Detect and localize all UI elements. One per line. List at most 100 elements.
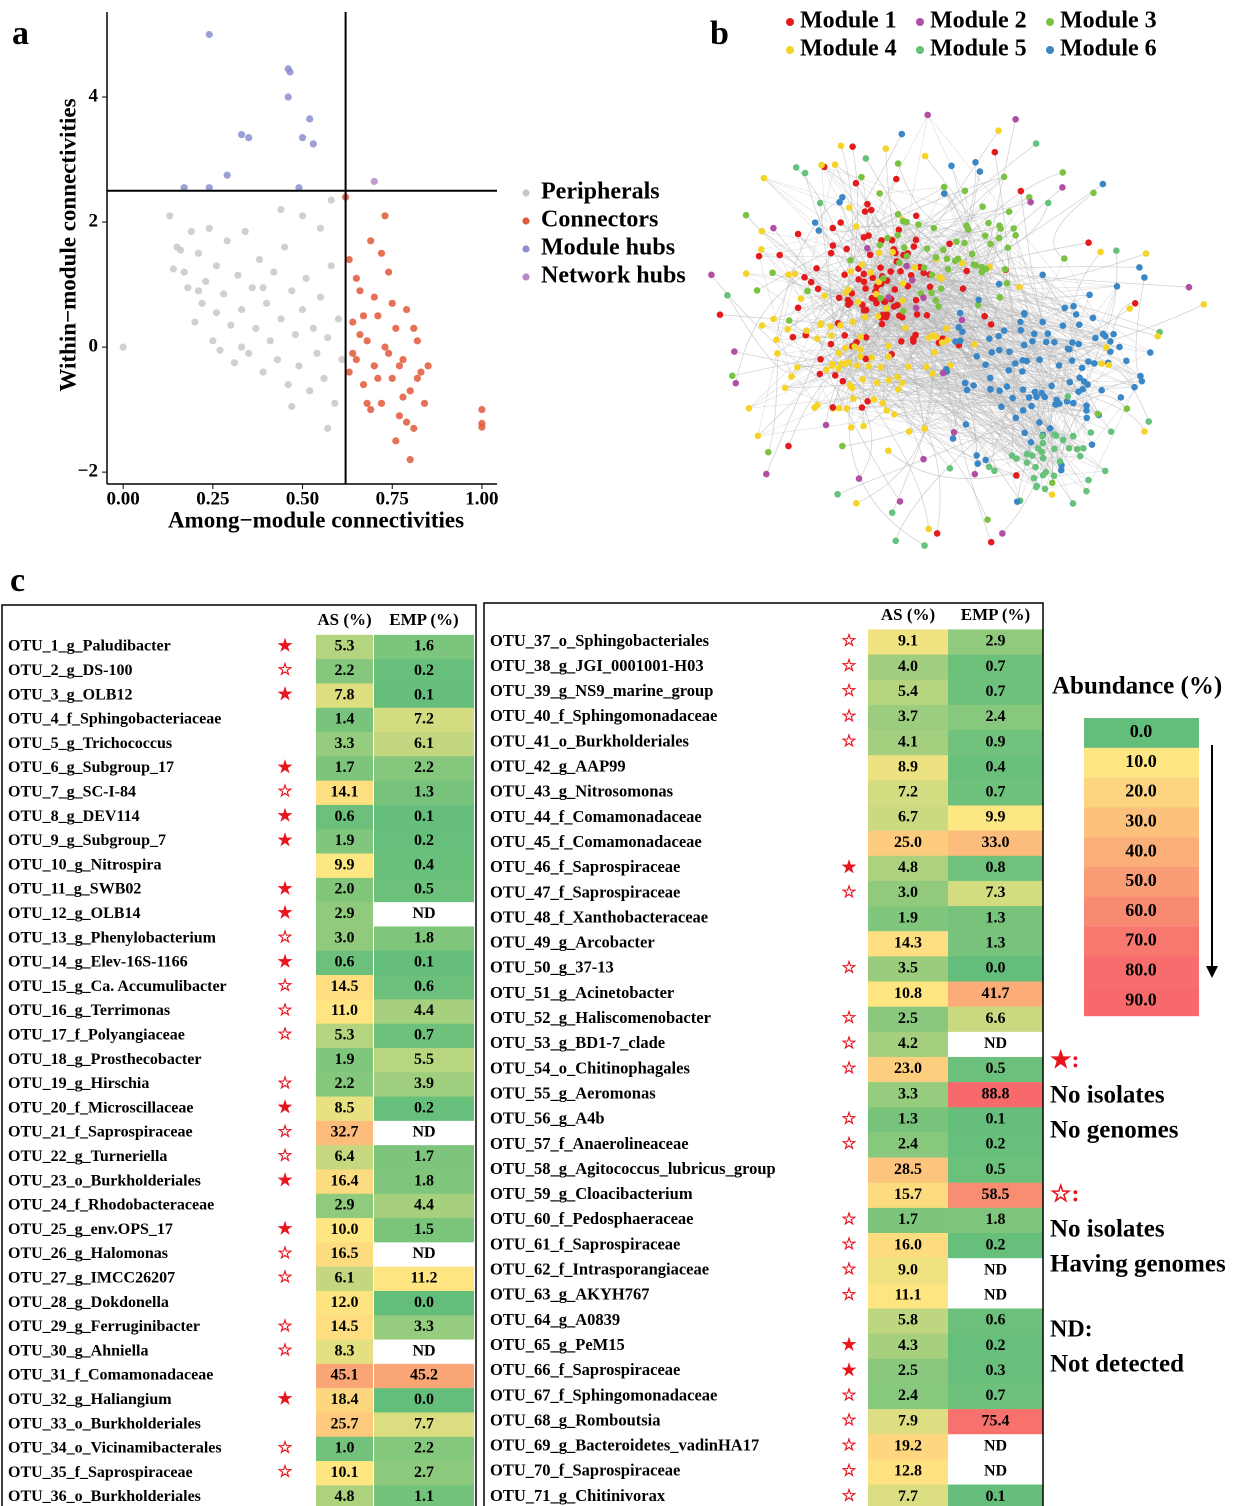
otu-name: OTU_63_g_AKYH767 bbox=[490, 1285, 650, 1304]
star: ☆ bbox=[841, 681, 857, 700]
network-edge bbox=[831, 335, 1074, 437]
network-edge bbox=[727, 295, 798, 373]
legend-marker bbox=[786, 46, 794, 54]
network-edge bbox=[757, 396, 1045, 437]
heat-cell bbox=[868, 1132, 948, 1158]
cell-value: 2.4 bbox=[986, 708, 1006, 725]
heat-cell bbox=[948, 1182, 1043, 1209]
legend-label: Module hubs bbox=[541, 235, 675, 261]
network-node bbox=[1072, 311, 1080, 318]
network-node bbox=[920, 455, 927, 463]
scatter-point bbox=[356, 287, 364, 295]
network-node bbox=[1126, 305, 1134, 312]
otu-name: OTU_47_f_Saprospiraceae bbox=[490, 882, 680, 901]
network-edge bbox=[1002, 341, 1053, 534]
network-node bbox=[708, 271, 715, 279]
network-node bbox=[929, 331, 937, 339]
network-node bbox=[987, 321, 995, 328]
heat-cell bbox=[316, 1388, 373, 1413]
network-node bbox=[1051, 338, 1058, 346]
scatter-point bbox=[284, 380, 292, 389]
cell-value: 0.8 bbox=[986, 859, 1006, 876]
cell-value: 5.5 bbox=[414, 1051, 434, 1068]
otu-name: OTU_26_g_Halomonas bbox=[8, 1245, 168, 1262]
network-node bbox=[813, 335, 821, 342]
scatter-point bbox=[306, 115, 314, 123]
network-node bbox=[883, 407, 890, 414]
network-node bbox=[1000, 173, 1008, 181]
heat-cell bbox=[868, 780, 948, 806]
network-edge bbox=[924, 341, 1111, 429]
network-node bbox=[996, 346, 1003, 354]
scatter-point bbox=[223, 171, 231, 179]
heat-cell bbox=[374, 829, 474, 854]
network-edge bbox=[958, 327, 1016, 364]
network-edge bbox=[865, 288, 1048, 334]
network-edge bbox=[949, 243, 1061, 462]
otu-name: OTU_55_g_Aeromonas bbox=[490, 1083, 656, 1102]
network-node bbox=[1046, 425, 1054, 432]
heat-cell bbox=[948, 1383, 1043, 1410]
cell-value: 2.2 bbox=[335, 662, 355, 679]
network-node bbox=[781, 384, 789, 392]
network-edge bbox=[842, 359, 1040, 447]
network-edge bbox=[1042, 321, 1087, 411]
network-edge bbox=[1006, 386, 1112, 432]
network-node bbox=[932, 297, 940, 304]
network-node bbox=[845, 204, 853, 211]
network-node bbox=[854, 298, 862, 306]
network-node bbox=[742, 211, 750, 219]
cell-value: 0.7 bbox=[986, 683, 1006, 700]
network-edge bbox=[832, 382, 903, 409]
cell-value: 5.3 bbox=[335, 1026, 355, 1043]
legend-label: Connectors bbox=[541, 207, 658, 233]
network-node bbox=[1116, 343, 1123, 351]
network-nodes bbox=[708, 111, 1208, 549]
network-edge bbox=[1054, 342, 1060, 404]
network-node bbox=[953, 238, 960, 245]
network-node bbox=[862, 155, 870, 162]
otu-name: OTU_3_g_OLB12 bbox=[8, 686, 132, 703]
network-edge bbox=[932, 373, 1055, 435]
heat-cell bbox=[948, 1258, 1043, 1284]
heat-cell bbox=[316, 1023, 373, 1049]
cell-value: 1.9 bbox=[898, 909, 918, 926]
y-tick-label: −2 bbox=[78, 460, 98, 481]
scatter-point bbox=[349, 318, 357, 326]
heat-cell bbox=[374, 1412, 474, 1438]
network-node bbox=[1005, 208, 1013, 215]
network-node bbox=[821, 292, 828, 299]
network-node bbox=[896, 498, 904, 505]
legend-marker bbox=[522, 273, 530, 281]
cell-value: 0.4 bbox=[414, 856, 434, 873]
network-node bbox=[861, 208, 869, 215]
network-node bbox=[1061, 255, 1068, 262]
network-node bbox=[1069, 432, 1077, 440]
network-edge bbox=[1071, 250, 1118, 361]
network-edge bbox=[1042, 274, 1135, 388]
heat-cell bbox=[868, 1383, 948, 1410]
cell-value: ND bbox=[412, 1245, 435, 1262]
network-node bbox=[976, 168, 984, 175]
heat-cell bbox=[948, 1207, 1043, 1234]
heat-cell bbox=[374, 1436, 474, 1462]
legend-label: Network hubs bbox=[541, 263, 686, 289]
otu-name: OTU_9_g_Subgroup_7 bbox=[8, 832, 166, 849]
scatter-point bbox=[298, 212, 307, 220]
network-node bbox=[1141, 274, 1148, 281]
network-edge bbox=[914, 267, 1037, 398]
otu-name: OTU_17_f_Polyangiaceae bbox=[8, 1026, 185, 1043]
cell-value: 3.5 bbox=[898, 960, 918, 977]
network-node bbox=[857, 333, 864, 341]
cell-value: 16.5 bbox=[331, 1245, 359, 1262]
network-edge bbox=[861, 386, 1135, 408]
scatter-point bbox=[205, 30, 213, 39]
network-node bbox=[760, 174, 768, 182]
scatter-point bbox=[277, 315, 285, 323]
network-edge bbox=[884, 301, 1114, 335]
cell-value: 15.7 bbox=[894, 1186, 922, 1203]
heat-cell bbox=[374, 780, 474, 806]
star: ☆ bbox=[841, 1235, 857, 1254]
network-edge bbox=[863, 273, 1089, 362]
heat-cell bbox=[316, 1047, 373, 1073]
